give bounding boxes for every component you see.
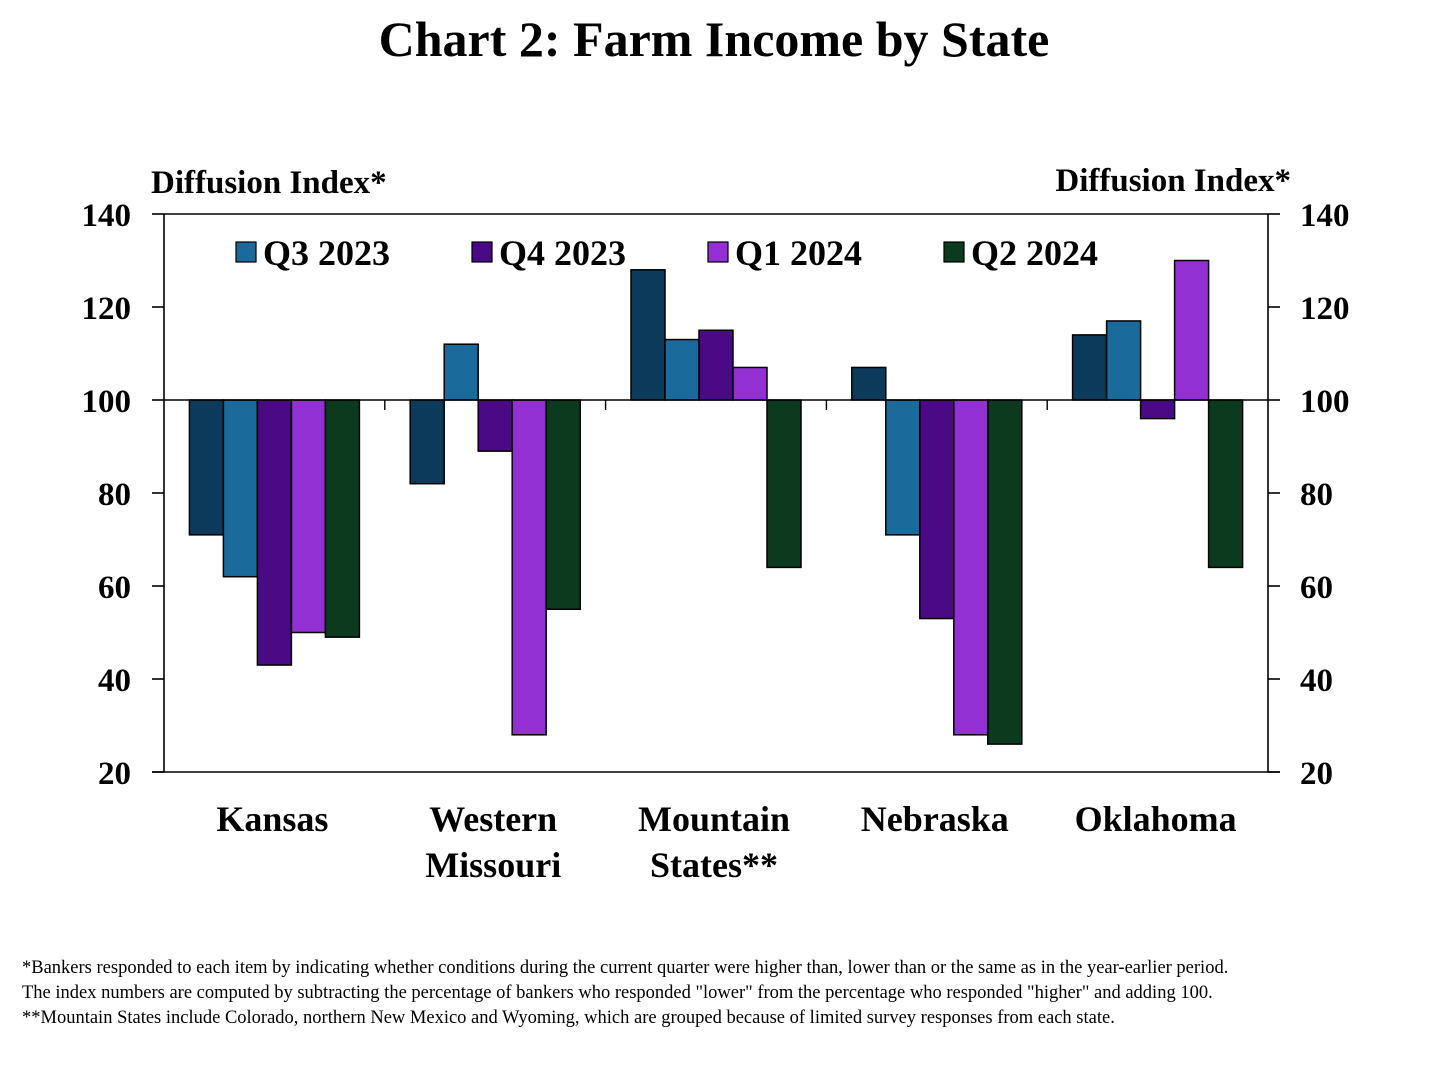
bar-western-missouri-q2-2024: [545, 399, 581, 610]
bar-mountain-states--q2-2024: [766, 399, 802, 569]
bar-mountain-states--q3-2023: [664, 338, 700, 401]
footnotes: *Bankers responded to each item by indic…: [22, 956, 1422, 1031]
left-tick-label-100: 100: [82, 384, 132, 420]
legend-swatch-q3-2023: [235, 241, 257, 263]
category-labels: Kansas Western Missouri Mountain States** Neb…: [216, 799, 1236, 885]
bars-layer: [188, 259, 1244, 745]
category-label: Missouri: [425, 845, 561, 885]
category-label: Western: [429, 799, 557, 839]
category-label: Mountain: [638, 799, 790, 839]
right-tick-label-100: 100: [1300, 384, 1350, 420]
bar-nebraska-q2-2023: [851, 366, 887, 401]
bar-mountain-states--q1-2024: [732, 366, 768, 401]
bar-kansas-q2-2024: [324, 399, 361, 638]
category-label: Oklahoma: [1075, 799, 1237, 839]
left-tick-label-60: 60: [98, 570, 131, 606]
bar-western-missouri-q3-2023: [443, 343, 479, 401]
left-tick-label-20: 20: [98, 756, 131, 792]
left-tick-label-120: 120: [82, 291, 132, 327]
category-label: States**: [650, 845, 778, 885]
left-tick-label-40: 40: [98, 663, 131, 699]
legend-swatch-q4-2023: [471, 241, 493, 263]
right-tick-label-120: 120: [1300, 291, 1350, 327]
bar-kansas-q2-2023: [188, 399, 225, 536]
right-tick-label-60: 60: [1300, 570, 1333, 606]
chart-title: Chart 2: Farm Income by State: [379, 11, 1050, 67]
legend-swatch-q1-2024: [707, 241, 729, 263]
bar-kansas-q4-2023: [256, 399, 293, 666]
bar-nebraska-q4-2023: [919, 399, 955, 620]
bar-western-missouri-q4-2023: [477, 399, 513, 452]
legend-label-q2-2024: Q2 2024: [971, 233, 1098, 273]
bar-oklahoma-q2-2024: [1207, 399, 1244, 569]
bar-kansas-q3-2023: [222, 399, 259, 578]
legend-label-q3-2023: Q3 2023: [263, 233, 390, 273]
legend-swatch-q2-2024: [943, 241, 965, 263]
farm-income-chart: Chart 2: Farm Income by State Diffusion …: [82, 11, 1350, 885]
right-tick-label-40: 40: [1300, 663, 1333, 699]
bar-nebraska-q1-2024: [953, 399, 989, 736]
left-tick-label-140: 140: [82, 198, 132, 234]
bar-kansas-q1-2024: [290, 399, 327, 634]
legend-label-q4-2023: Q4 2023: [499, 233, 626, 273]
footnote-1: *Bankers responded to each item by indic…: [22, 958, 1229, 978]
bar-nebraska-q2-2024: [987, 399, 1023, 745]
legend-label-q1-2024: Q1 2024: [735, 233, 862, 273]
footnote-3: **Mountain States include Colorado, nort…: [22, 1008, 1115, 1028]
bar-oklahoma-q3-2023: [1105, 320, 1142, 401]
left-tick-label-80: 80: [98, 477, 131, 513]
bar-nebraska-q3-2023: [885, 399, 921, 536]
right-axis-title: Diffusion Index*: [1055, 163, 1291, 199]
bar-mountain-states--q4-2023: [698, 329, 734, 401]
bar-oklahoma-q2-2023: [1071, 334, 1108, 401]
left-axis-title: Diffusion Index*: [151, 165, 387, 201]
footnote-2: The index numbers are computed by subtra…: [22, 983, 1213, 1003]
bar-oklahoma-q1-2024: [1173, 259, 1210, 401]
right-tick-label-80: 80: [1300, 477, 1333, 513]
bar-oklahoma-q4-2023: [1139, 399, 1176, 420]
bar-western-missouri-q1-2024: [511, 399, 547, 736]
legend: Q3 2023 Q4 2023 Q1 2024 Q2 2024: [235, 233, 1098, 273]
right-tick-label-20: 20: [1300, 756, 1333, 792]
category-label: Kansas: [216, 799, 328, 839]
bar-mountain-states--q2-2023: [630, 269, 666, 401]
category-label: Nebraska: [861, 799, 1009, 839]
bar-western-missouri-q2-2023: [409, 399, 445, 485]
axes-layer: 20 20 40 40 60 60 80 80 100 100 120 120 140 140: [82, 198, 1350, 792]
right-tick-label-140: 140: [1300, 198, 1350, 234]
